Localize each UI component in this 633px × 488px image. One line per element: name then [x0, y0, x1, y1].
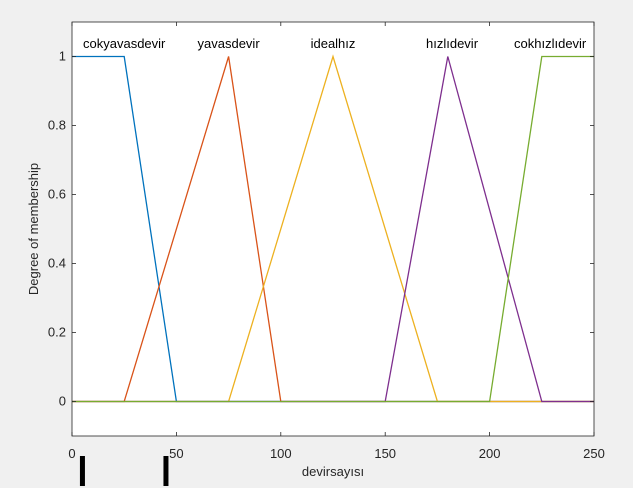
mf-label-layer: cokyavasdevir yavasdevir idealhız hızlıdevi… — [83, 36, 587, 51]
tick-label-layer: 0 50 100 150 200 250 0 0.2 0.4 0.6 0.8 1 — [48, 49, 605, 462]
y-tick-label: 1 — [59, 49, 66, 64]
x-tick-label: 150 — [374, 446, 396, 461]
mf-label: cokyavasdevir — [83, 36, 166, 51]
mf-label: yavasdevir — [198, 36, 261, 51]
x-axis-label: devirsayısı — [302, 464, 364, 479]
series-line-5 — [72, 55, 594, 403]
x-tick-label: 100 — [270, 446, 292, 461]
series-layer — [72, 54, 594, 403]
mf-label: idealhız — [311, 36, 356, 51]
bracket-mark — [79, 456, 169, 486]
y-tick-label: 0.6 — [48, 187, 66, 202]
x-tick-label: 250 — [583, 446, 605, 461]
y-tick-label: 0 — [59, 394, 66, 409]
y-axis-label: Degree of membership — [26, 163, 41, 295]
x-tick-label: 50 — [169, 446, 183, 461]
y-tick-label: 0.2 — [48, 325, 66, 340]
mf-label: cokhızlıdevir — [514, 36, 587, 51]
axes-layer — [71, 21, 595, 437]
mf-label: hızlıdevir — [426, 36, 479, 51]
plot-area — [72, 22, 594, 436]
x-tick-label: 200 — [479, 446, 501, 461]
x-tick-label: 0 — [68, 446, 75, 461]
y-tick-label: 0.8 — [48, 118, 66, 133]
axes-box — [71, 21, 595, 437]
y-tick-label: 0.4 — [48, 256, 66, 271]
